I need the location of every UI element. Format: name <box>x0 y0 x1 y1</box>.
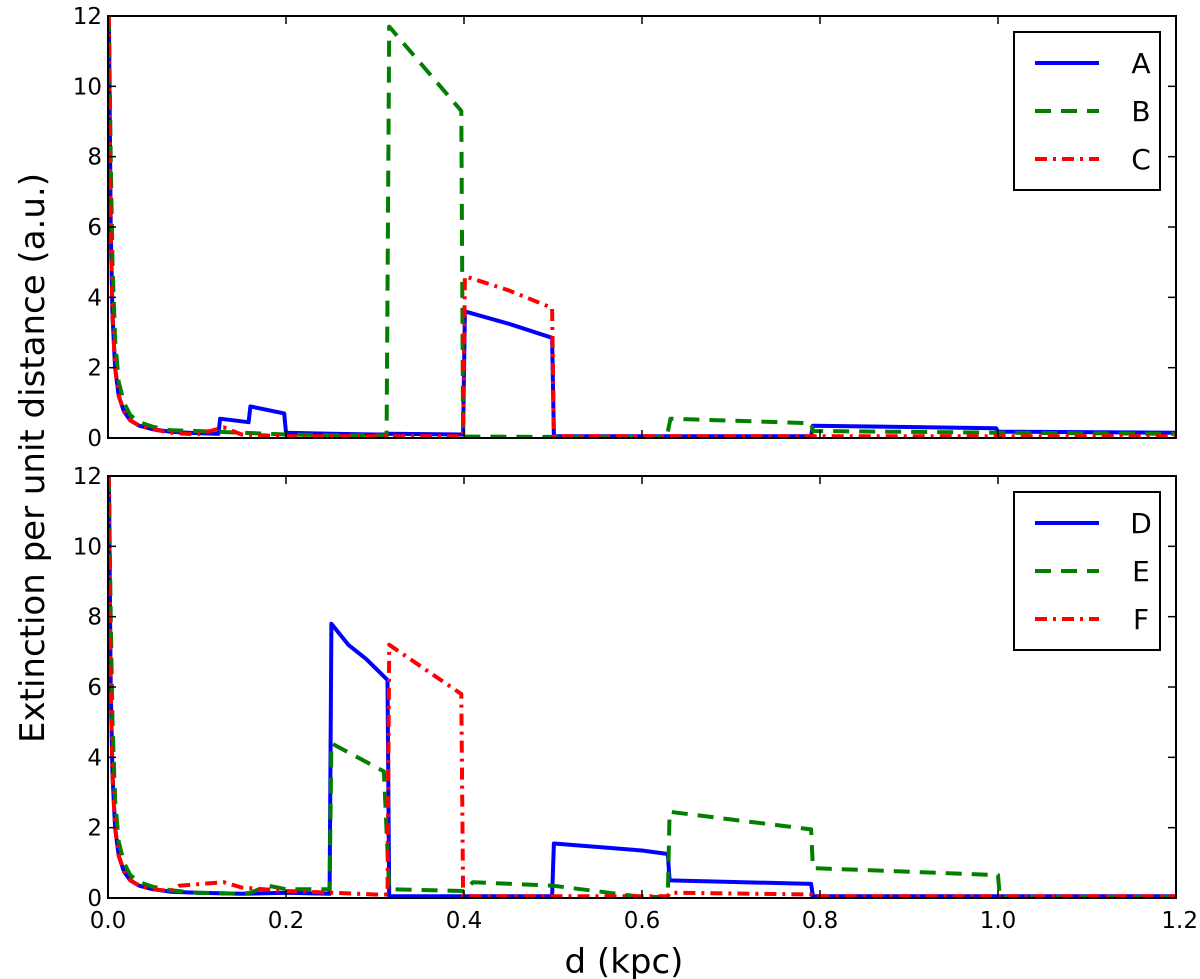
bottom-x-tick-label: 0.4 <box>446 908 483 934</box>
top-y-tick-label: 2 <box>87 356 102 382</box>
y-axis-title: Extinction per unit distance (a.u.) <box>13 173 53 743</box>
top-plot-area <box>108 16 1176 438</box>
top-y-tick-label: 6 <box>87 215 102 241</box>
top-legend: ABC <box>1013 31 1161 191</box>
bottom-y-tick-label: 8 <box>87 605 102 631</box>
top-panel: 0 2 4 6 8 10 12 ABC <box>73 4 1177 452</box>
bottom-x-tick-label: 0.0 <box>90 908 127 934</box>
bottom-x-tick-label: 1.2 <box>1161 908 1198 934</box>
legend-label-E: E <box>1132 555 1150 588</box>
bottom-y-tick-label: 10 <box>73 534 102 560</box>
bottom-x-tick-label: 1.0 <box>980 908 1017 934</box>
bottom-panel: 0.0 0.2 0.4 0.6 0.8 1.0 1.2 0 2 4 6 8 10 12 DEF <box>73 464 1198 934</box>
series-line-F <box>108 476 1176 898</box>
top-y-tick-label: 8 <box>87 145 102 171</box>
series-line-E <box>108 476 1176 898</box>
top-y-tick-label: 10 <box>73 74 102 100</box>
bottom-y-tick-label: 2 <box>87 816 102 842</box>
x-axis-title: d (kpc) <box>565 942 684 979</box>
bottom-y-tick-label: 4 <box>87 745 102 771</box>
legend-label-B: B <box>1131 95 1150 128</box>
top-y-tick-label: 4 <box>87 285 102 311</box>
bottom-x-tick-label: 0.6 <box>624 908 661 934</box>
legend-label-A: A <box>1131 47 1150 80</box>
legend-label-D: D <box>1130 507 1152 540</box>
bottom-x-tick-label: 0.2 <box>268 908 305 934</box>
top-y-tick-label: 12 <box>73 4 102 30</box>
series-line-C <box>108 16 1176 438</box>
legend-label-F: F <box>1133 603 1149 636</box>
legend-label-C: C <box>1131 143 1151 176</box>
bottom-plot-area <box>108 476 1176 898</box>
series-line-D <box>108 476 1176 898</box>
bottom-y-tick-label: 12 <box>73 464 102 490</box>
bottom-y-tick-label: 6 <box>87 675 102 701</box>
bottom-y-tick-label: 0 <box>87 886 102 912</box>
bottom-legend: DEF <box>1013 491 1161 651</box>
bottom-x-tick-label: 0.8 <box>802 908 839 934</box>
top-y-tick-label: 0 <box>87 426 102 452</box>
